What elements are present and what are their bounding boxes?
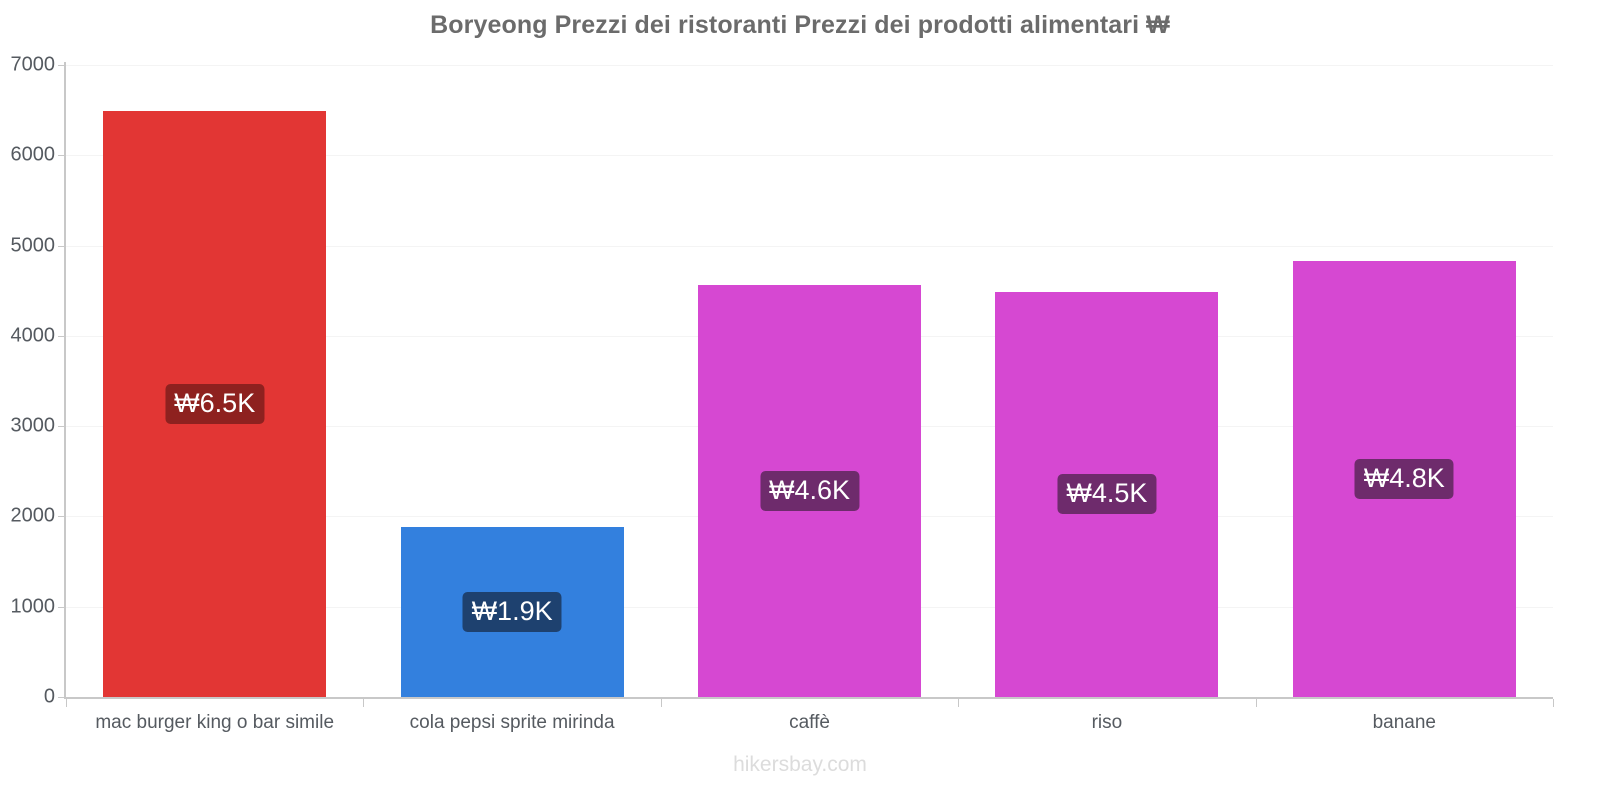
y-tick-mark: [58, 245, 66, 247]
y-tick-mark: [58, 65, 66, 66]
y-tick-mark: [58, 426, 66, 428]
y-tick-label: 5000: [10, 234, 56, 257]
bar-value-label: ₩6.5K: [165, 384, 265, 425]
x-tick-mark: [363, 699, 365, 707]
y-tick-mark: [58, 516, 66, 518]
y-tick-mark: [58, 155, 66, 157]
bar-value-label: ₩1.9K: [462, 592, 562, 633]
footer-watermark: hikersbay.com: [733, 753, 867, 776]
y-tick-mark: [58, 697, 66, 698]
gridline: [66, 65, 1553, 66]
y-tick-label: 3000: [10, 414, 56, 437]
plot-area: ₩6.5K ₩1.9K ₩4.6K ₩4.5K ₩4.8K: [66, 65, 1553, 698]
y-tick-label: 7000: [10, 53, 56, 76]
x-axis-line: [66, 697, 1553, 699]
bar-value-label: ₩4.8K: [1354, 458, 1454, 499]
x-tick-label: caffè: [789, 712, 830, 733]
x-tick-label: cola pepsi sprite mirinda: [409, 712, 615, 733]
x-tick-mark: [958, 699, 960, 707]
x-tick-mark: [1255, 699, 1257, 707]
y-axis-line: [64, 62, 66, 699]
y-tick-label: 0: [43, 685, 55, 708]
y-tick-label: 4000: [10, 324, 56, 347]
y-tick-mark: [58, 335, 66, 337]
y-tick-mark: [58, 606, 66, 608]
y-tick-label: 1000: [10, 595, 56, 618]
x-tick-mark: [660, 699, 662, 707]
y-tick-label: 2000: [10, 504, 56, 527]
x-tick-mark: [1553, 699, 1554, 707]
x-tick-label: mac burger king o bar simile: [95, 712, 335, 733]
y-tick-label: 6000: [10, 143, 56, 166]
gridline: [66, 155, 1553, 157]
x-tick-label: banane: [1372, 712, 1436, 733]
gridline: [66, 245, 1553, 247]
x-tick-label: riso: [1091, 712, 1123, 733]
bar-value-label: ₩4.5K: [1057, 474, 1157, 515]
bar-value-label: ₩4.6K: [759, 471, 860, 512]
chart-title: Boryeong Prezzi dei ristoranti Prezzi de…: [430, 11, 1170, 39]
x-tick-mark: [66, 699, 67, 707]
